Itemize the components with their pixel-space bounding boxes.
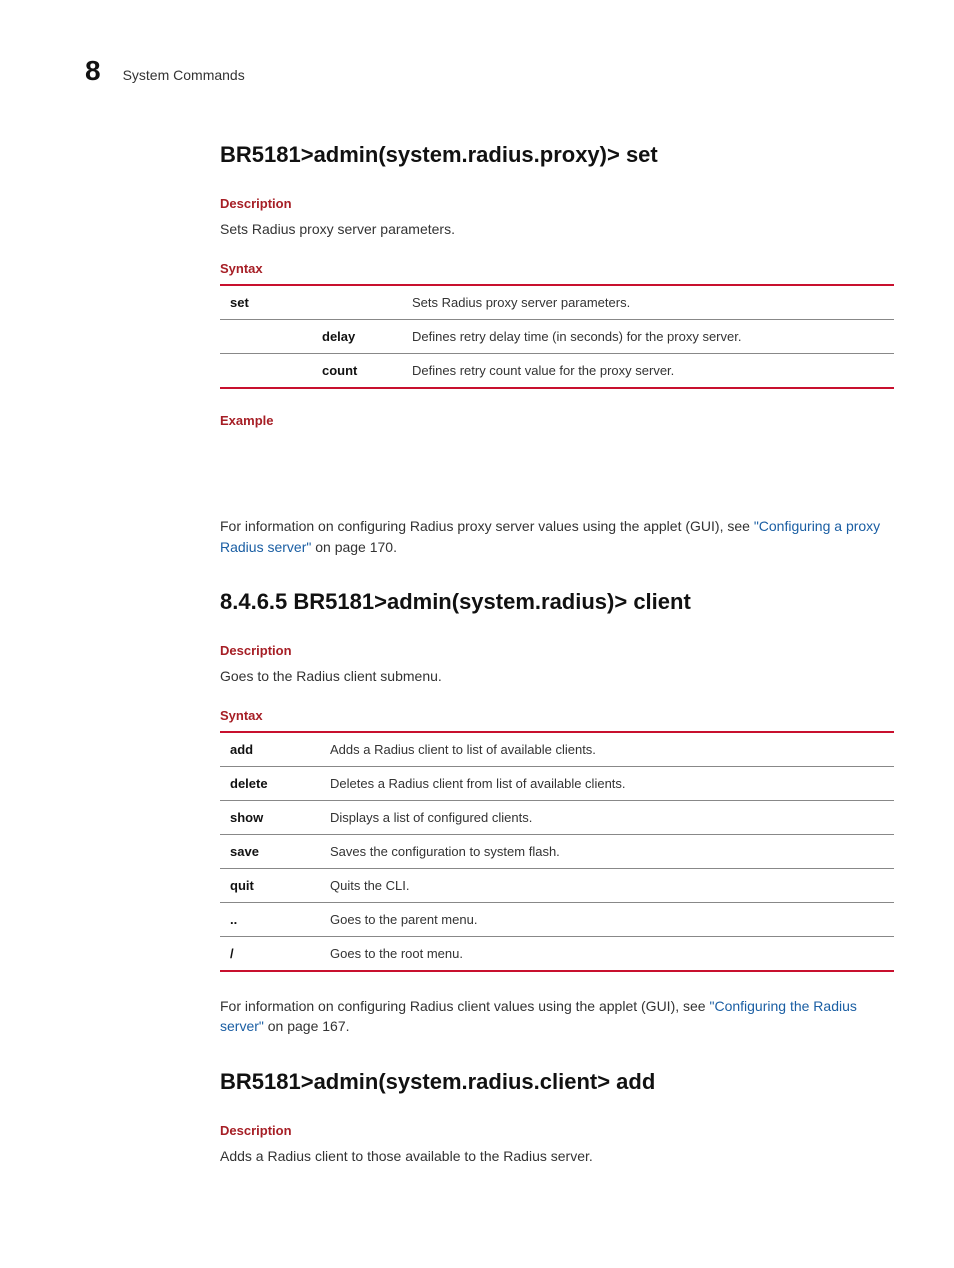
command-cell: save xyxy=(220,835,320,869)
table-row: add Adds a Radius client to list of avai… xyxy=(220,732,894,767)
footer-post: on page 170. xyxy=(311,539,397,555)
example-placeholder xyxy=(220,436,894,516)
section-title: BR5181>admin(system.radius.client> add xyxy=(220,1069,894,1095)
table-row: count Defines retry count value for the … xyxy=(220,354,894,389)
description-cell: Quits the CLI. xyxy=(320,869,894,903)
table-row: set Sets Radius proxy server parameters. xyxy=(220,285,894,320)
command-cell: delete xyxy=(220,767,320,801)
syntax-heading: Syntax xyxy=(220,261,894,276)
section-title: BR5181>admin(system.radius.proxy)> set xyxy=(220,142,894,168)
description-cell: Goes to the parent menu. xyxy=(320,903,894,937)
page-header: 8 System Commands xyxy=(85,55,894,87)
section-title: 8.4.6.5 BR5181>admin(system.radius)> cli… xyxy=(220,589,894,615)
footer-pre: For information on configuring Radius cl… xyxy=(220,998,709,1014)
description-cell: Adds a Radius client to list of availabl… xyxy=(320,732,894,767)
syntax-table: add Adds a Radius client to list of avai… xyxy=(220,731,894,972)
description-heading: Description xyxy=(220,1123,894,1138)
footer-pre: For information on configuring Radius pr… xyxy=(220,518,754,534)
description-cell: Defines retry delay time (in seconds) fo… xyxy=(402,320,894,354)
table-row: / Goes to the root menu. xyxy=(220,937,894,972)
subcommand-cell xyxy=(312,285,402,320)
description-cell: Displays a list of configured clients. xyxy=(320,801,894,835)
description-cell: Saves the configuration to system flash. xyxy=(320,835,894,869)
command-cell: quit xyxy=(220,869,320,903)
description-cell: Goes to the root menu. xyxy=(320,937,894,972)
syntax-heading: Syntax xyxy=(220,708,894,723)
description-text: Goes to the Radius client submenu. xyxy=(220,666,894,686)
breadcrumb: System Commands xyxy=(123,67,245,83)
command-cell xyxy=(220,320,312,354)
description-cell: Defines retry count value for the proxy … xyxy=(402,354,894,389)
chapter-number: 8 xyxy=(85,55,101,87)
footer-paragraph: For information on configuring Radius pr… xyxy=(220,516,894,557)
description-cell: Deletes a Radius client from list of ava… xyxy=(320,767,894,801)
description-text: Adds a Radius client to those available … xyxy=(220,1146,894,1166)
command-cell: / xyxy=(220,937,320,972)
subcommand-cell: delay xyxy=(312,320,402,354)
footer-paragraph: For information on configuring Radius cl… xyxy=(220,996,894,1037)
table-row: .. Goes to the parent menu. xyxy=(220,903,894,937)
table-row: delay Defines retry delay time (in secon… xyxy=(220,320,894,354)
command-cell: .. xyxy=(220,903,320,937)
table-row: save Saves the configuration to system f… xyxy=(220,835,894,869)
command-cell: set xyxy=(220,285,312,320)
command-cell: add xyxy=(220,732,320,767)
description-text: Sets Radius proxy server parameters. xyxy=(220,219,894,239)
description-cell: Sets Radius proxy server parameters. xyxy=(402,285,894,320)
table-row: delete Deletes a Radius client from list… xyxy=(220,767,894,801)
example-heading: Example xyxy=(220,413,894,428)
footer-post: on page 167. xyxy=(264,1018,350,1034)
table-row: show Displays a list of configured clien… xyxy=(220,801,894,835)
command-cell xyxy=(220,354,312,389)
command-cell: show xyxy=(220,801,320,835)
table-row: quit Quits the CLI. xyxy=(220,869,894,903)
syntax-table: set Sets Radius proxy server parameters.… xyxy=(220,284,894,389)
page-content: BR5181>admin(system.radius.proxy)> set D… xyxy=(220,142,894,1166)
description-heading: Description xyxy=(220,196,894,211)
description-heading: Description xyxy=(220,643,894,658)
subcommand-cell: count xyxy=(312,354,402,389)
